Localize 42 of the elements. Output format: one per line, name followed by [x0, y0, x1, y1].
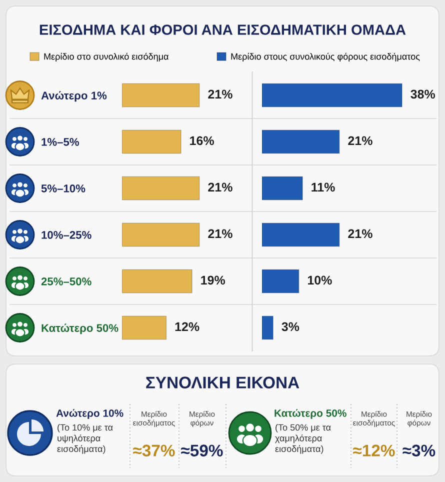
bar	[122, 316, 167, 340]
bar	[122, 176, 200, 200]
text: (Το 10% με τα υψηλότερα εισοδήματα)	[57, 424, 113, 454]
bar	[262, 316, 274, 340]
bar	[262, 83, 402, 108]
y-tick-label: Κατώτερο 50%	[42, 324, 118, 334]
data-label: 19%	[201, 276, 226, 285]
text: ≈12%	[353, 444, 395, 456]
data-label: 21%	[348, 229, 372, 238]
data-label: 38%	[410, 90, 436, 99]
legend-label: Μερίδιο στους συνολικούς φόρους εισοδήματος	[231, 52, 420, 62]
data-label: 3%	[282, 322, 300, 332]
data-label: 10%	[308, 276, 332, 285]
y-tick-label: 25%–50%	[41, 278, 92, 286]
text: Κατώτερο 50%	[274, 409, 346, 419]
y-tick-label: 10%–25%	[42, 231, 92, 239]
data-label: 21%	[208, 229, 232, 238]
bar	[122, 269, 192, 294]
data-label: 16%	[190, 136, 214, 146]
text: ≈59%	[181, 444, 223, 456]
bar	[262, 176, 303, 200]
legend-label: Μερίδιο στο συνολικό εισόδημα	[44, 52, 168, 62]
bar	[262, 269, 300, 294]
bar	[122, 130, 182, 154]
data-label: 11%	[312, 182, 335, 192]
text: ≈37%	[133, 444, 175, 456]
data-label: 21%	[348, 136, 372, 146]
data-label: 21%	[208, 90, 232, 99]
y-tick-label: 5%–10%	[41, 184, 86, 192]
text: ΣΥΝΟΛΙΚΗ ΕΙΚΟΝΑ	[146, 376, 300, 388]
data-label: 21%	[208, 182, 232, 192]
bar	[262, 130, 340, 154]
data-label: 12%	[175, 322, 200, 332]
y-tick-label: 1%–5%	[42, 138, 80, 146]
text: ≈3%	[402, 444, 436, 456]
bar	[122, 83, 200, 108]
y-tick-label: Ανώτερο 1%	[41, 91, 107, 102]
text: Ανώτερο 10%	[56, 409, 124, 419]
bar	[262, 222, 340, 247]
chart-title: ΕΙΣΟΔΗΜΑ ΚΑΙ ΦΟΡΟΙ ΑΝΑ ΕΙΣΟΔΗΜΑΤΙΚΗ ΟΜΑΔΑ	[40, 24, 406, 35]
text: (Το 50% με τα χαμηλότερα εισοδήματα)	[275, 424, 331, 454]
bar	[122, 222, 200, 247]
